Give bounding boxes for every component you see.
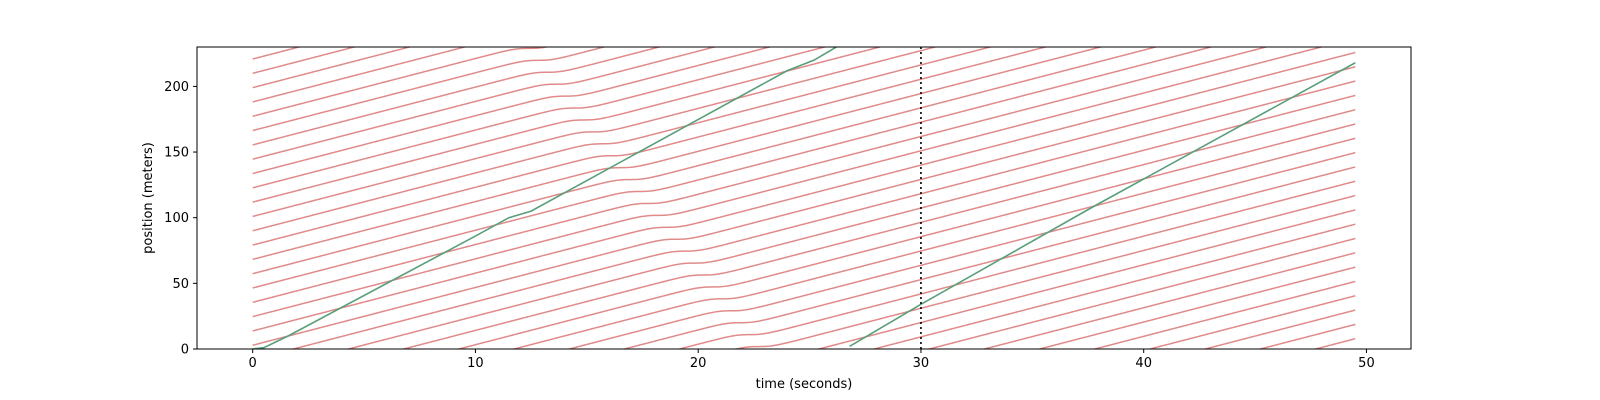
vehicle-trajectory bbox=[871, 223, 1356, 349]
vehicle-trajectory bbox=[455, 123, 1356, 349]
y-axis-ticks: 0 50 100 150 200 bbox=[164, 80, 197, 358]
vehicle-trajectory bbox=[1257, 323, 1356, 349]
vehicle-trajectory bbox=[511, 137, 1356, 349]
vehicle-trajectory bbox=[1202, 309, 1356, 349]
vehicle-trajectory bbox=[252, 47, 1104, 261]
y-tick-label: 100 bbox=[164, 211, 189, 226]
highlighted-trajectory-2 bbox=[849, 62, 1356, 348]
vehicle-trajectory bbox=[621, 166, 1356, 349]
vehicle-trajectory bbox=[815, 209, 1356, 349]
y-axis-label: position (meters) bbox=[141, 142, 156, 254]
vehicle-trajectory bbox=[1036, 266, 1356, 349]
trajectory-series-group bbox=[252, 41, 1356, 355]
vehicle-trajectory bbox=[566, 151, 1356, 349]
vehicle-trajectory bbox=[252, 47, 551, 117]
vehicle-trajectory bbox=[252, 47, 607, 132]
plot-area bbox=[196, 41, 1412, 355]
vehicle-trajectory bbox=[252, 47, 1269, 304]
x-axis-ticks: 0 10 20 30 40 50 bbox=[249, 349, 1375, 371]
highlighted-trajectory-1 bbox=[252, 47, 837, 349]
x-tick-label: 50 bbox=[1358, 356, 1375, 371]
x-tick-label: 30 bbox=[913, 356, 930, 371]
vehicle-trajectory bbox=[1147, 295, 1356, 349]
vehicle-trajectory bbox=[345, 94, 1356, 349]
vehicle-trajectory bbox=[1346, 353, 1355, 355]
vehicle-trajectory bbox=[252, 47, 718, 160]
vehicle-trajectory bbox=[252, 66, 1356, 346]
x-axis-label: time (seconds) bbox=[756, 377, 853, 392]
vehicle-trajectory bbox=[252, 47, 883, 203]
vehicle-trajectory bbox=[252, 47, 1214, 289]
plot-frame bbox=[196, 46, 1412, 350]
vehicle-trajectory bbox=[252, 47, 662, 146]
vehicle-trajectory bbox=[732, 194, 1356, 349]
vehicle-trajectory bbox=[252, 47, 413, 89]
vehicle-trajectory bbox=[252, 47, 938, 218]
vehicle-trajectory bbox=[252, 47, 358, 75]
x-tick-label: 10 bbox=[467, 356, 484, 371]
vehicle-trajectory bbox=[252, 47, 994, 232]
x-tick-label: 0 bbox=[249, 356, 257, 371]
x-tick-label: 40 bbox=[1135, 356, 1152, 371]
y-tick-label: 50 bbox=[172, 277, 189, 292]
y-tick-label: 0 bbox=[181, 343, 189, 358]
vehicle-trajectory bbox=[400, 108, 1356, 349]
vehicle-trajectory bbox=[290, 80, 1356, 349]
vehicle-trajectory bbox=[252, 47, 302, 60]
vehicle-trajectory bbox=[1312, 337, 1356, 349]
vehicle-trajectory bbox=[253, 41, 269, 45]
vehicle-trajectory bbox=[676, 180, 1356, 349]
vehicle-trajectory bbox=[252, 47, 828, 189]
y-tick-label: 200 bbox=[164, 80, 189, 95]
vehicle-trajectory bbox=[252, 47, 1049, 246]
vehicle-trajectory bbox=[252, 47, 773, 175]
vehicle-trajectory bbox=[981, 252, 1356, 349]
vehicle-trajectory bbox=[252, 47, 1325, 318]
vehicle-trajectory bbox=[252, 47, 468, 103]
vehicle-trajectory bbox=[252, 51, 1356, 332]
vehicle-trajectory bbox=[926, 237, 1356, 349]
vehicle-trajectory bbox=[252, 47, 1159, 275]
y-tick-label: 150 bbox=[164, 146, 189, 161]
vehicle-trajectory bbox=[1091, 280, 1356, 349]
x-tick-label: 20 bbox=[690, 356, 707, 371]
